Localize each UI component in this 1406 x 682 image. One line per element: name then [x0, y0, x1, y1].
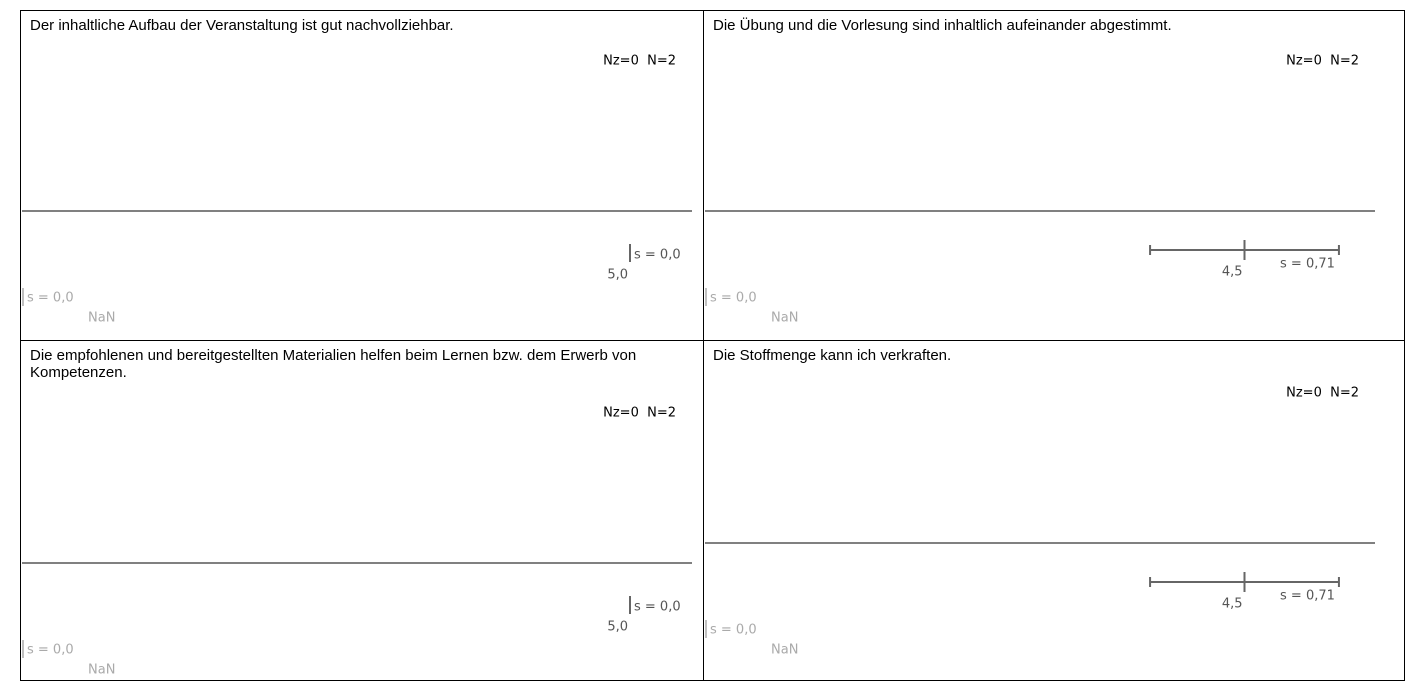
sd-label: s = 0,0 [634, 248, 681, 263]
n-label: Nz=0 N=2 [1286, 54, 1359, 69]
ref-mean-label: NaN [88, 663, 115, 678]
sd-label: s = 0,0 [634, 600, 681, 615]
sd-label: s = 0,71 [1280, 589, 1335, 604]
n-label: Nz=0 N=2 [603, 54, 676, 69]
ref-sd-label: s = 0,0 [710, 291, 757, 306]
question-title: Die Übung und die Vorlesung sind inhaltl… [713, 17, 1172, 34]
ref-sd-label: s = 0,0 [710, 623, 757, 638]
mean-label: 5,0 [607, 268, 628, 283]
frame [20, 10, 1405, 681]
ref-sd-label: s = 0,0 [27, 291, 74, 306]
ref-mean-label: NaN [771, 643, 798, 658]
sd-label: s = 0,71 [1280, 257, 1335, 272]
mean-label: 5,0 [607, 620, 628, 635]
n-label: Nz=0 N=2 [1286, 386, 1359, 401]
ref-mean-label: NaN [771, 311, 798, 326]
question-title: Der inhaltliche Aufbau der Veranstaltung… [30, 17, 454, 34]
question-title: Die empfohlenen und bereitgestellten Mat… [30, 347, 637, 381]
question-title: Die Stoffmenge kann ich verkraften. [713, 347, 952, 364]
ref-sd-label: s = 0,0 [27, 643, 74, 658]
mean-label: 4,5 [1222, 597, 1243, 612]
n-label: Nz=0 N=2 [603, 406, 676, 421]
mean-label: 4,5 [1222, 265, 1243, 280]
ref-mean-label: NaN [88, 311, 115, 326]
